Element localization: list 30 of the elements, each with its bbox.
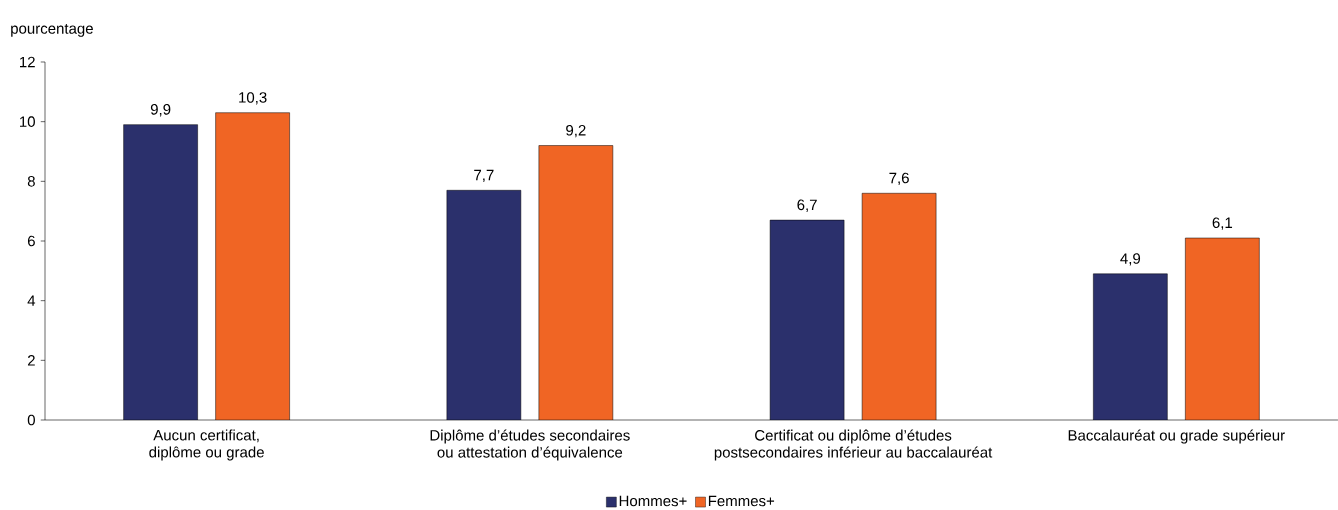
y-axis-title: pourcentage [11, 23, 93, 37]
data-label: 9,2 [566, 124, 586, 138]
x-tick-label: Certificat ou diplôme d’études postsecondaires inférieur au baccalauréat [714, 429, 993, 461]
legend-label: Hommes+ [619, 495, 687, 507]
y-tick-label: 8 [27, 176, 35, 187]
data-label: 10,3 [239, 92, 267, 105]
x-tick-label: Aucun certificat, diplôme ou grade [149, 429, 264, 461]
y-tick-label: 0 [27, 414, 35, 426]
y-tick-label: 2 [27, 355, 35, 366]
x-tick-label: Baccalauréat ou grade supérieur [1068, 429, 1285, 444]
bar [215, 112, 290, 420]
x-tick-label: Diplôme d’études secondaires ou attestation d’équivalence [430, 429, 630, 461]
data-label: 9,9 [150, 104, 171, 117]
bar [1185, 237, 1260, 420]
data-label: 6,7 [797, 199, 817, 212]
bar [538, 145, 613, 420]
data-label: 4,9 [1120, 253, 1141, 266]
y-tick-label: 4 [27, 295, 36, 306]
legend-label: Femmes+ [708, 495, 775, 507]
bar [1093, 273, 1168, 420]
data-label: 7,6 [889, 172, 909, 186]
data-label: 6,1 [1212, 217, 1233, 230]
y-tick-label: 12 [20, 56, 35, 68]
bar [123, 124, 198, 420]
bar [862, 193, 937, 420]
data-label: 7,7 [474, 169, 494, 183]
bar [446, 190, 521, 420]
y-tick-label: 6 [27, 235, 35, 247]
bar [770, 220, 845, 420]
y-tick-label: 10 [20, 116, 35, 127]
